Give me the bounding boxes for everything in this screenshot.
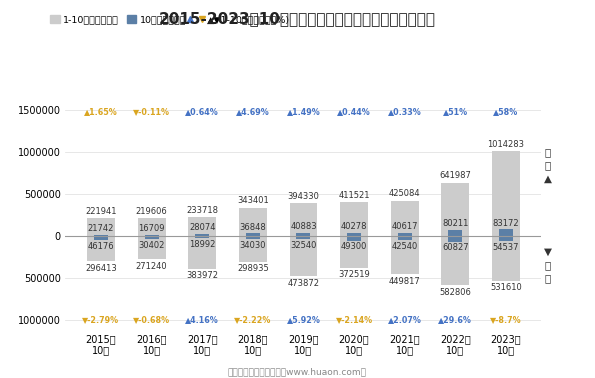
Bar <box>347 237 361 241</box>
Bar <box>441 183 469 237</box>
Text: 32540: 32540 <box>290 241 317 250</box>
Text: 221941: 221941 <box>85 206 117 215</box>
Bar <box>94 235 108 237</box>
Bar <box>137 218 165 237</box>
Bar <box>87 218 115 237</box>
Bar <box>397 237 412 240</box>
Bar <box>290 237 317 276</box>
Text: ▼-2.79%: ▼-2.79% <box>83 315 120 324</box>
Text: 49300: 49300 <box>341 242 367 251</box>
Text: 54537: 54537 <box>493 243 519 252</box>
Text: 1014283: 1014283 <box>487 140 524 149</box>
Bar <box>347 233 361 237</box>
Bar <box>145 235 159 237</box>
Text: 46176: 46176 <box>87 242 114 251</box>
Text: 83172: 83172 <box>493 218 519 228</box>
Text: ▼
进
口: ▼ 进 口 <box>544 247 552 284</box>
Text: 449817: 449817 <box>389 277 421 285</box>
Text: 383972: 383972 <box>186 271 218 280</box>
Text: ▼-2.14%: ▼-2.14% <box>336 315 372 324</box>
Text: 40278: 40278 <box>341 222 367 231</box>
Text: 394330: 394330 <box>287 192 320 201</box>
Bar <box>145 237 159 239</box>
Text: 制图：华经产业研究院（www.huaon.com）: 制图：华经产业研究院（www.huaon.com） <box>228 367 367 376</box>
Text: 343401: 343401 <box>237 196 269 205</box>
Bar <box>397 233 412 237</box>
Bar <box>448 237 462 242</box>
Text: 21742: 21742 <box>88 224 114 233</box>
Text: 425084: 425084 <box>389 189 421 198</box>
Text: ▲1.65%: ▲1.65% <box>84 107 118 116</box>
Bar <box>195 237 209 238</box>
Text: 582806: 582806 <box>439 288 471 297</box>
Text: ▲5.92%: ▲5.92% <box>287 315 320 324</box>
Text: 60827: 60827 <box>442 243 469 253</box>
Text: 34030: 34030 <box>240 241 266 250</box>
Bar <box>391 237 419 274</box>
Text: 28074: 28074 <box>189 223 215 232</box>
Text: 36848: 36848 <box>239 223 266 232</box>
Text: 372519: 372519 <box>338 270 370 279</box>
Text: ▲4.16%: ▲4.16% <box>186 315 219 324</box>
Bar <box>340 237 368 268</box>
Bar <box>340 202 368 237</box>
Bar <box>239 237 267 262</box>
Text: 531610: 531610 <box>490 284 522 293</box>
Bar <box>87 237 115 261</box>
Text: ▲0.33%: ▲0.33% <box>388 107 421 116</box>
Bar <box>188 217 216 237</box>
Text: ▲1.49%: ▲1.49% <box>287 107 320 116</box>
Text: ▲4.69%: ▲4.69% <box>236 107 270 116</box>
Bar <box>448 230 462 237</box>
Bar <box>296 233 311 237</box>
Bar <box>499 229 513 237</box>
Bar <box>290 203 317 237</box>
Text: 42540: 42540 <box>392 242 418 251</box>
Text: 296413: 296413 <box>85 263 117 273</box>
Text: 271240: 271240 <box>136 262 167 271</box>
Bar <box>246 237 260 239</box>
Bar <box>137 237 165 259</box>
Text: ▲0.64%: ▲0.64% <box>186 107 219 116</box>
Text: 18992: 18992 <box>189 240 215 249</box>
Text: 40883: 40883 <box>290 222 317 231</box>
Bar <box>492 237 520 281</box>
Text: ▼-0.68%: ▼-0.68% <box>133 315 170 324</box>
Bar <box>441 237 469 285</box>
Bar <box>296 237 311 239</box>
Bar <box>188 237 216 269</box>
Text: 2015-2023年10月上海浦东机场综合保税区进、出口额: 2015-2023年10月上海浦东机场综合保税区进、出口额 <box>159 11 436 26</box>
Text: 411521: 411521 <box>339 191 370 200</box>
Bar <box>492 151 520 237</box>
Bar <box>246 233 260 237</box>
Bar <box>195 234 209 237</box>
Bar <box>499 237 513 241</box>
Bar <box>94 237 108 240</box>
Text: 298935: 298935 <box>237 264 269 273</box>
Bar <box>391 201 419 237</box>
Bar <box>239 208 267 237</box>
Text: 16709: 16709 <box>139 224 165 233</box>
Text: 233718: 233718 <box>186 206 218 215</box>
Text: ▲58%: ▲58% <box>493 107 518 116</box>
Text: ▲0.44%: ▲0.44% <box>337 107 371 116</box>
Text: 30402: 30402 <box>139 241 165 250</box>
Text: ▲29.6%: ▲29.6% <box>439 315 472 324</box>
Text: ▲2.07%: ▲2.07% <box>388 315 422 324</box>
Text: 40617: 40617 <box>392 222 418 231</box>
Text: ▼-0.11%: ▼-0.11% <box>133 107 170 116</box>
Text: ▲51%: ▲51% <box>443 107 468 116</box>
Text: 219606: 219606 <box>136 207 167 216</box>
Text: 473872: 473872 <box>287 279 320 288</box>
Text: ▼-8.7%: ▼-8.7% <box>490 315 522 324</box>
Text: ▼-2.22%: ▼-2.22% <box>234 315 271 324</box>
Legend: 1-10月（万美元）, 10月（万美元）, ▲▼1-10月同比增速（%): 1-10月（万美元）, 10月（万美元）, ▲▼1-10月同比增速（%) <box>46 11 294 28</box>
Text: 80211: 80211 <box>442 219 468 228</box>
Text: 出
口
▲: 出 口 ▲ <box>544 147 552 184</box>
Text: 641987: 641987 <box>439 171 471 180</box>
